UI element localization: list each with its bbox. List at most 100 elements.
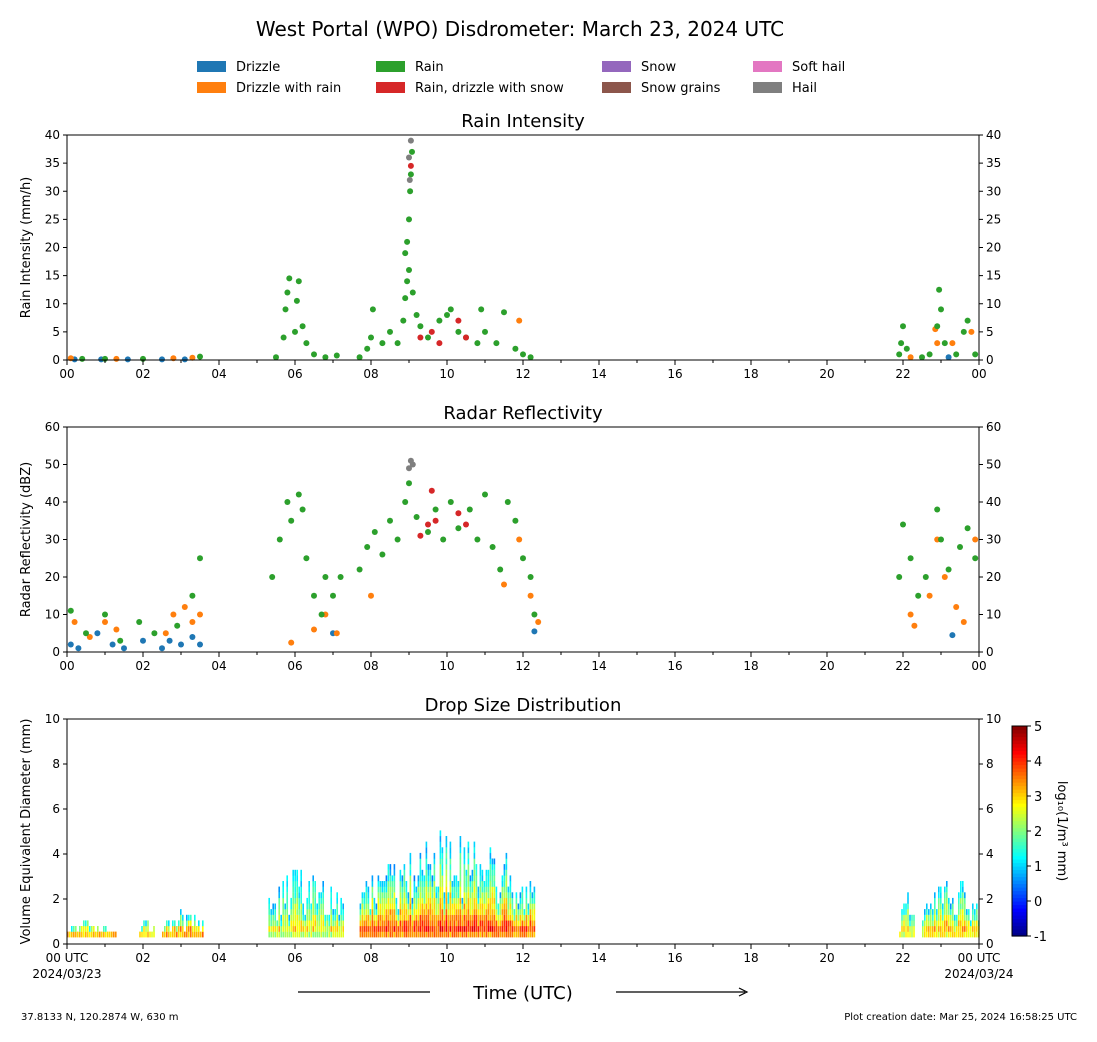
dsd-cell <box>427 909 430 915</box>
dsd-cell <box>930 920 932 927</box>
dsd-cell <box>312 875 314 882</box>
dsd-cell <box>437 914 440 921</box>
dsd-cell <box>433 886 436 893</box>
dsd-cell <box>389 914 392 921</box>
dsd-cell <box>903 914 905 921</box>
dsd-cell <box>485 909 488 915</box>
dsd-cell <box>445 897 448 904</box>
dsd-cell <box>938 920 940 927</box>
dsd-cell <box>391 909 394 915</box>
colorbar-segment <box>1012 792 1027 797</box>
dsd-cell <box>381 892 384 899</box>
data-point <box>159 645 165 652</box>
dsd-cell <box>292 920 294 927</box>
dsd-cell <box>427 914 430 921</box>
legend-swatch <box>753 61 782 72</box>
data-point <box>531 628 538 635</box>
dsd-cell <box>465 926 468 932</box>
dsd-cell <box>455 892 458 899</box>
y-tick-label-left: 60 <box>45 420 60 434</box>
y-axis-label: Radar Reflectivity (dBZ) <box>19 462 34 617</box>
dsd-cell <box>489 858 492 865</box>
dsd-cell <box>970 926 972 932</box>
dsd-cell <box>284 931 286 938</box>
dsd-cell <box>381 914 384 921</box>
dsd-cell <box>270 914 272 921</box>
dsd-cell <box>533 931 536 938</box>
x-tick-label: 18 <box>743 367 758 381</box>
dsd-cell <box>525 897 528 904</box>
dsd-cell <box>308 920 310 927</box>
x-tick-label: 04 <box>211 659 226 673</box>
dsd-cell <box>455 909 458 915</box>
date-start-label: 2024/03/23 <box>32 967 101 981</box>
dsd-cell <box>905 903 907 910</box>
colorbar-segment <box>1012 918 1027 923</box>
dsd-cell <box>944 926 946 932</box>
dsd-cell <box>467 931 470 938</box>
dsd-cell <box>972 926 974 932</box>
dsd-cell <box>328 920 330 927</box>
x-tick-label: 14 <box>591 659 606 673</box>
dsd-cell <box>312 931 314 938</box>
data-point <box>938 536 944 543</box>
x-tick-label: 08 <box>363 659 378 673</box>
data-point <box>407 188 414 195</box>
dsd-cell <box>451 914 454 921</box>
dsd-cell <box>419 875 422 882</box>
colorbar-tick-label: 0 <box>1034 895 1042 910</box>
dsd-cell <box>477 897 480 904</box>
dsd-cell <box>531 920 534 927</box>
dsd-cell <box>425 847 428 854</box>
dsd-cell <box>282 931 284 938</box>
data-point <box>71 619 78 625</box>
dsd-cell <box>457 903 460 910</box>
dsd-cell <box>373 909 376 915</box>
dsd-cell <box>531 909 534 915</box>
dsd-cell <box>453 920 456 927</box>
dsd-cell <box>371 881 374 887</box>
colorbar-segment <box>1012 747 1027 752</box>
dsd-cell <box>389 920 392 927</box>
data-point <box>527 592 534 599</box>
dsd-cell <box>505 920 508 927</box>
dsd-cell <box>369 931 372 938</box>
dsd-cell <box>461 909 464 915</box>
dsd-cell <box>521 897 524 904</box>
dsd-cell <box>441 914 444 921</box>
dsd-cell <box>401 886 404 893</box>
panel-title: Drop Size Distribution <box>425 695 622 716</box>
dsd-cell <box>441 881 444 887</box>
dsd-cell <box>477 909 480 915</box>
data-point <box>189 354 196 361</box>
dsd-cell <box>361 892 364 899</box>
dsd-cell <box>449 909 452 915</box>
dsd-cell <box>513 920 516 927</box>
data-point <box>83 630 89 637</box>
dsd-cell <box>407 920 410 927</box>
dsd-cell <box>942 926 944 932</box>
dsd-cell <box>270 920 272 927</box>
data-point <box>972 555 979 562</box>
dsd-cell <box>519 931 522 938</box>
dsd-cell <box>413 914 416 921</box>
y-tick-label-left: 50 <box>45 458 60 472</box>
dsd-cell <box>417 926 420 932</box>
dsd-cell <box>459 926 462 932</box>
dsd-cell <box>367 914 370 921</box>
dsd-cell <box>359 909 362 915</box>
dsd-cell <box>463 926 466 932</box>
dsd-cell <box>907 892 909 899</box>
dsd-cell <box>533 914 536 921</box>
dsd-cell <box>383 909 386 915</box>
dsd-cell <box>298 931 300 938</box>
dsd-cell <box>274 914 276 921</box>
dsd-cell <box>527 909 530 915</box>
dsd-cell <box>903 931 905 938</box>
dsd-cell <box>525 886 528 893</box>
y-tick-label-right: 30 <box>986 184 1001 198</box>
dsd-cell <box>958 926 960 932</box>
colorbar-segment <box>1012 915 1027 920</box>
dsd-cell <box>377 881 380 887</box>
